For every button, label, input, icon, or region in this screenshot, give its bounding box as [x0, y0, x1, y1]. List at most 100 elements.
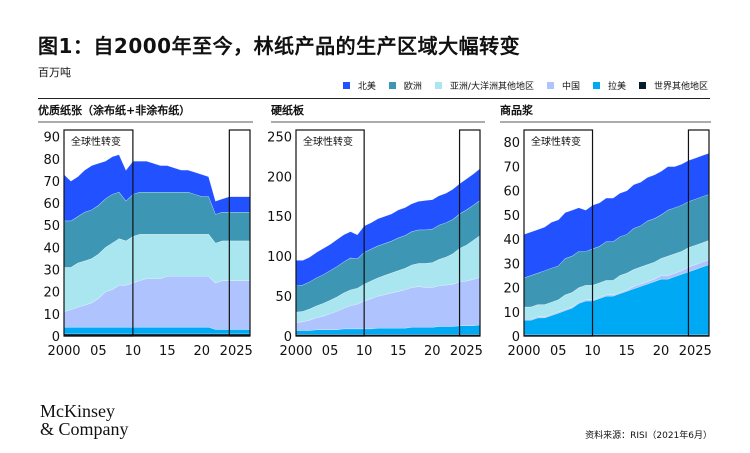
x-tick-label: 2000	[279, 344, 312, 359]
annotation-box	[63, 129, 134, 337]
annotation-box	[523, 129, 594, 337]
y-tick-label: 70	[43, 175, 60, 190]
page-title: 图1：自2000年至今，林纸产品的生产区域大幅转变	[38, 34, 521, 58]
y-tick-label: 0	[284, 330, 292, 345]
area-series-北美	[296, 168, 480, 286]
legend-swatch	[546, 82, 554, 89]
legend-item-other-asia-oceania: 亚洲/大洋洲其他地区	[434, 79, 534, 92]
x-tick-label: 15	[159, 344, 176, 359]
area-boundary-line	[63, 153, 250, 202]
chart-panel-3: 商品浆 0 10 20 30 40 50 60 70 80 2000 05 10 15 20 2025 全球性转…	[500, 103, 712, 359]
legend: 北美 欧洲 亚洲/大洋洲其他地区 中国 拉美 世界其他地区	[330, 79, 708, 92]
y-tick-label: 90	[43, 131, 60, 146]
y-tick-label: 50	[43, 219, 60, 234]
area-series-欧洲	[524, 194, 709, 307]
chart-title: 优质纸张（涂布纸+非涂布纸）	[38, 103, 190, 117]
chart-title: 硬纸板	[271, 103, 305, 117]
y-tick-label: 20	[43, 286, 60, 301]
legend-item-china: 中国	[546, 79, 580, 92]
y-tick-label: 250	[267, 130, 292, 145]
y-tick-label: 150	[267, 210, 292, 225]
y-tick-label: 10	[503, 306, 520, 321]
annotation-label: 全球性转变	[71, 135, 121, 148]
y-tick-label: 20	[503, 282, 520, 297]
y-tick-label: 200	[267, 170, 292, 185]
legend-swatch	[388, 82, 396, 89]
legend-item-europe: 欧洲	[388, 79, 422, 92]
area-series-亚洲/大洋洲其他地区	[524, 240, 709, 319]
legend-label: 拉美	[607, 82, 626, 92]
annotation-box	[295, 129, 365, 337]
x-tick-label: 10	[125, 344, 142, 359]
legend-item-rest-of-world: 世界其他地区	[638, 79, 708, 92]
x-tick-label: 10	[584, 344, 601, 359]
area-series-北美	[524, 153, 709, 278]
y-tick-label: 100	[267, 250, 292, 265]
x-tick-label: 15	[390, 344, 407, 359]
y-tick-label: 60	[43, 197, 60, 212]
y-tick-label: 50	[503, 209, 520, 224]
x-tick-label: 2000	[47, 344, 80, 359]
x-tick-label: 20	[653, 344, 670, 359]
x-tick-label: 15	[619, 344, 636, 359]
legend-label: 北美	[357, 82, 376, 92]
x-tick-label: 05	[550, 344, 567, 359]
y-tick-label: 40	[43, 241, 60, 256]
area-boundary-line	[296, 168, 481, 261]
area-series-拉美	[524, 264, 709, 335]
y-tick-label: 30	[43, 264, 60, 279]
y-tick-label: 80	[503, 136, 520, 151]
y-tick-label: 70	[503, 160, 520, 175]
legend-label: 亚洲/大洋洲其他地区	[449, 82, 534, 92]
y-tick-label: 60	[503, 185, 520, 200]
y-tick-label: 40	[503, 233, 520, 248]
y-tick-label: 50	[275, 290, 292, 305]
mckinsey-logo: McKinsey & Company	[40, 402, 129, 438]
x-tick-label: 2025	[450, 344, 483, 359]
x-tick-label: 05	[90, 344, 107, 359]
area-series-中国	[296, 276, 480, 331]
x-tick-label: 2025	[679, 344, 712, 359]
chart-panel-1: 优质纸张（涂布纸+非涂布纸） 0 10 20 30 40 50 60 70 80 90 2000 05 1…	[38, 103, 253, 359]
x-tick-label: 20	[194, 344, 211, 359]
unit-label: 百万吨	[38, 66, 71, 79]
area-series-亚洲/大洋洲其他地区	[296, 235, 480, 323]
y-tick-label: 0	[512, 330, 520, 345]
chart-title: 商品浆	[500, 103, 534, 117]
highlight-box	[687, 129, 710, 337]
y-tick-label: 10	[43, 308, 60, 323]
area-boundary-line	[523, 152, 710, 235]
legend-swatch	[434, 82, 442, 89]
legend-item-north-america: 北美	[342, 79, 376, 92]
logo-line-2: & Company	[40, 419, 129, 439]
source-note: 资料来源：RISI（2021年6月）	[585, 431, 712, 441]
logo-line-1: McKinsey	[40, 401, 115, 421]
area-series-亚洲/大洋洲其他地区	[64, 234, 250, 312]
legend-swatch	[342, 82, 350, 89]
highlight-box	[228, 129, 251, 337]
area-series-北美	[64, 154, 250, 221]
header-rule	[38, 98, 710, 99]
legend-label: 中国	[561, 82, 580, 92]
y-tick-label: 80	[43, 153, 60, 168]
legend-item-latin-america: 拉美	[592, 79, 626, 92]
x-tick-label: 05	[322, 344, 339, 359]
highlight-box	[458, 129, 481, 337]
area-series-拉美	[64, 327, 250, 334]
legend-swatch	[592, 82, 600, 89]
chart-panel-2: 硬纸板 0 50 100 150 200 250 2000 05 10 15 20 2025 全球性转变	[267, 103, 485, 359]
x-tick-label: 2000	[507, 344, 540, 359]
legend-label: 世界其他地区	[653, 82, 708, 92]
area-series-中国	[64, 276, 250, 330]
x-tick-label: 2025	[220, 344, 253, 359]
annotation-label: 全球性转变	[303, 135, 353, 148]
x-tick-label: 10	[356, 344, 373, 359]
area-series-欧洲	[64, 192, 250, 268]
legend-swatch	[638, 82, 646, 89]
y-tick-label: 0	[52, 330, 60, 345]
legend-label: 欧洲	[403, 82, 422, 92]
y-tick-label: 30	[503, 257, 520, 272]
x-tick-label: 20	[424, 344, 441, 359]
annotation-label: 全球性转变	[531, 135, 581, 148]
